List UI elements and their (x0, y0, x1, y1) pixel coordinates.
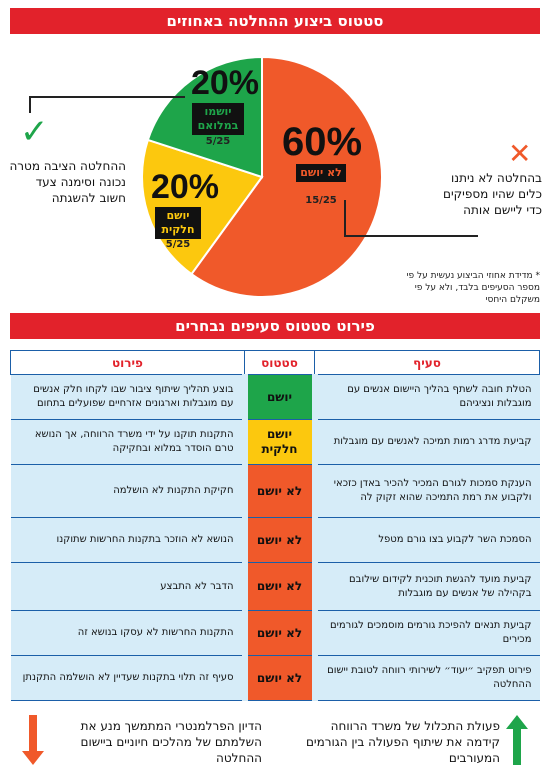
table-row: הטלת חובה לשתף בהליך היישום אנשים עם מוג… (10, 374, 540, 420)
row-item: פירוט תפקיב ״יעוד״ לשירותי רווחה לטובת י… (314, 655, 540, 701)
slice-not-implemented-percent: 60% (281, 120, 363, 164)
row-detail: הנושא לא הוזכר בתקנות החרשות שתוקנו (10, 517, 245, 563)
column-header-item: סעיף (314, 350, 540, 375)
row-item: קביעת תנאים להפיכת גורמים מוסמכים לגורמי… (314, 610, 540, 656)
table-row: קביעת מדרג רמות תמיכה לאנשים עם מוגבלות … (10, 419, 540, 465)
row-status: לא יושם (241, 464, 318, 518)
slice-partial-fraction: 5/25 (165, 239, 191, 250)
row-detail: בוצע תהליך שיתוף ציבור שבו לקחו חלק אנשי… (10, 374, 245, 420)
row-status: לא יושם (241, 655, 318, 701)
row-status: יושם (241, 374, 318, 420)
arrow-up-icon (506, 715, 528, 765)
slice-full-fraction: 5/25 (205, 136, 231, 147)
table-row: הענקת סמכות לגורם המכיר להכיר באדן כזכאי… (10, 464, 540, 518)
row-item: הענקת סמכות לגורם המכיר להכיר באדן כזכאי… (314, 464, 540, 518)
slice-partial-label: יושם חלקית (155, 207, 201, 239)
slice-not-implemented-fraction: 15/25 (305, 195, 337, 206)
chart-title-banner: סטטוס ביצוע ההחלטה באחוזים (10, 8, 540, 34)
column-header-status: סטטוס (244, 350, 315, 375)
right-note-text: בהחלטה לא ניתנו כלים שהיו מספיקים כדי לי… (442, 171, 542, 217)
x-icon: ✕ (508, 137, 532, 170)
row-detail: התקנות תוקנו על ידי משרד הרווחה, אך הנוש… (10, 419, 245, 465)
footnote: * מדידת אחוזי הביצוע נעשית על פי מספר הס… (406, 271, 540, 305)
arrow-down-icon (22, 715, 44, 765)
row-detail: סעיף זה תלוי בתקנות שעדיין לא הושלמה התק… (10, 655, 245, 701)
column-header-detail: פירוט (10, 350, 245, 375)
slice-partial-percent: 20% (150, 168, 220, 206)
table-header-row: סעיף סטטוס פירוט (10, 350, 540, 375)
table-row: פירוט תפקיב ״יעוד״ לשירותי רווחה לטובת י… (10, 655, 540, 701)
row-status: לא יושם (241, 562, 318, 611)
row-status: לא יושם (241, 517, 318, 563)
table-row: הסמכת השר לקבוע בצו גורם מטפל לא יושם הנ… (10, 517, 540, 563)
row-item: קביעת מועד להגשת תוכנית לקידום שילובם בק… (314, 562, 540, 611)
pie-chart (29, 55, 478, 298)
pie-slice-partial (141, 138, 264, 276)
row-detail: הדבר לא התבצע (10, 562, 245, 611)
row-status: לא יושם (241, 610, 318, 656)
left-leader-line (29, 96, 185, 113)
row-detail: חקיקת התקנות לא הושלמה (10, 464, 245, 518)
table-row: קביעת מועד להגשת תוכנית לקידום שילובם בק… (10, 562, 540, 611)
row-status: יושם חלקית (241, 419, 318, 465)
slice-not-implemented-label: לא יושם (296, 164, 346, 182)
bottom-left-text: הדיון הפרלמנטרי המתמשך מנע את השלמתם של … (80, 719, 262, 765)
row-item: הסמכת השר לקבוע בצו גורם מטפל (314, 517, 540, 563)
table-title-banner: פירוט סטטוס סעיפים נבחרים (10, 313, 540, 339)
row-detail: התקנות החרשות לא עסקו בנושא זה (10, 610, 245, 656)
status-table: סעיף סטטוס פירוט הטלת חובה לשתף בהליך הי… (10, 350, 540, 701)
row-item: קביעת מדרג רמות תמיכה לאנשים עם מוגבלות (314, 419, 540, 465)
slice-full-percent: 20% (190, 64, 260, 102)
slice-full-label: יושמו במלואם (192, 103, 244, 135)
pie-slice-not-implemented (190, 55, 383, 298)
bottom-right-text: פעולת התכלול של משרד הרווחה קידמה את שית… (305, 719, 500, 765)
row-item: הטלת חובה לשתף בהליך היישום אנשים עם מוג… (314, 374, 540, 420)
check-icon: ✓ (20, 112, 49, 152)
right-leader-line (344, 200, 478, 237)
table-row: קביעת תנאים להפיכת גורמים מוסמכים לגורמי… (10, 610, 540, 656)
left-note-text: ההחלטה הציבה מטרה נכונה וסימנה צעד חשוב … (9, 159, 126, 205)
